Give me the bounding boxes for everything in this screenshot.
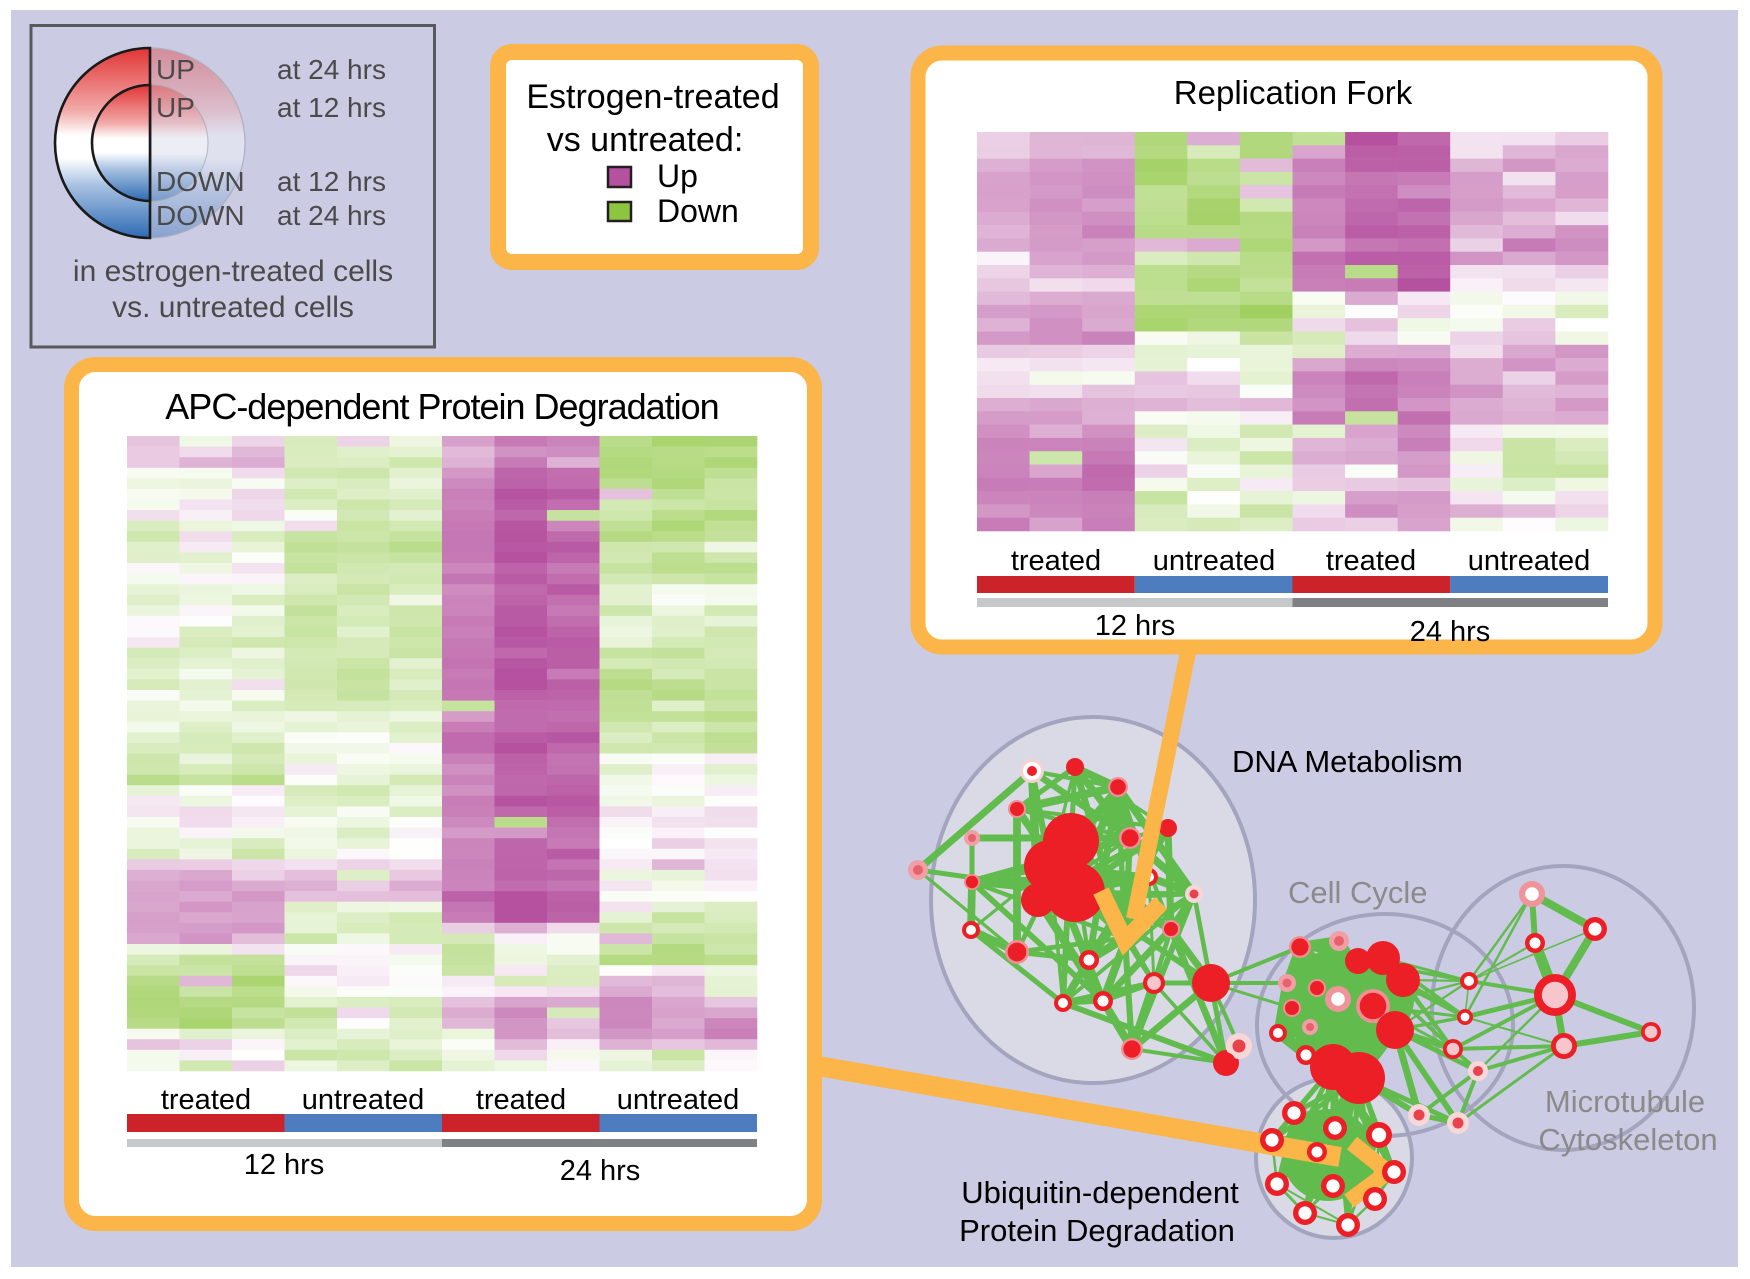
svg-text:DOWN: DOWN	[156, 166, 245, 197]
svg-text:at 12 hrs: at 12 hrs	[277, 92, 386, 123]
svg-text:untreated: untreated	[302, 1084, 425, 1116]
svg-text:at 24 hrs: at 24 hrs	[277, 200, 386, 231]
svg-text:vs. untreated cells: vs. untreated cells	[112, 291, 354, 324]
svg-text:Ubiquitin-dependent: Ubiquitin-dependent	[961, 1175, 1239, 1210]
svg-text:Up: Up	[657, 158, 698, 194]
svg-text:treated: treated	[476, 1084, 566, 1116]
svg-text:Microtubule: Microtubule	[1545, 1084, 1705, 1119]
svg-text:at 12 hrs: at 12 hrs	[277, 166, 386, 197]
svg-text:24 hrs: 24 hrs	[560, 1155, 641, 1187]
svg-text:UP: UP	[156, 54, 195, 85]
svg-text:Cell Cycle: Cell Cycle	[1288, 875, 1428, 910]
svg-text:treated: treated	[1011, 545, 1101, 577]
svg-text:Replication Fork: Replication Fork	[1174, 74, 1413, 111]
svg-text:Protein Degradation: Protein Degradation	[959, 1213, 1235, 1248]
svg-text:24 hrs: 24 hrs	[1410, 616, 1491, 648]
svg-text:UP: UP	[156, 92, 195, 123]
svg-text:untreated: untreated	[1153, 545, 1276, 577]
svg-text:in estrogen-treated cells: in estrogen-treated cells	[73, 255, 393, 288]
svg-text:12 hrs: 12 hrs	[1095, 610, 1176, 642]
svg-text:DNA Metabolism: DNA Metabolism	[1232, 744, 1463, 779]
svg-text:Estrogen-treated: Estrogen-treated	[526, 78, 779, 116]
svg-text:12 hrs: 12 hrs	[244, 1149, 325, 1181]
svg-text:treated: treated	[161, 1084, 251, 1116]
svg-text:APC-dependent Protein Degradat: APC-dependent Protein Degradation	[165, 386, 718, 427]
svg-text:DOWN: DOWN	[156, 200, 245, 231]
svg-text:untreated: untreated	[1468, 545, 1591, 577]
svg-text:at 24 hrs: at 24 hrs	[277, 54, 386, 85]
svg-text:vs untreated:: vs untreated:	[547, 121, 744, 159]
svg-text:Cytoskeleton: Cytoskeleton	[1538, 1122, 1717, 1157]
svg-text:treated: treated	[1326, 545, 1416, 577]
svg-text:Down: Down	[657, 193, 739, 229]
svg-text:untreated: untreated	[617, 1084, 740, 1116]
